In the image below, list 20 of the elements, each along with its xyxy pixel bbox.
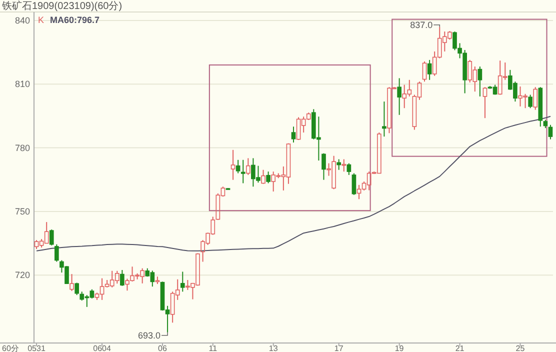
x-tick-label: 0604 xyxy=(93,344,112,352)
y-tick-label: 840 xyxy=(14,15,30,26)
x-tick-label: 0531 xyxy=(28,344,46,352)
annotation: 693.0 xyxy=(138,330,161,340)
x-tick-label: 11 xyxy=(208,344,218,352)
x-tick-label: 19 xyxy=(394,344,404,352)
text: MA60:796.7 xyxy=(50,15,100,25)
x-tick-label: 13 xyxy=(268,344,278,352)
x-tick-label: 17 xyxy=(334,344,344,352)
text: K xyxy=(38,15,44,25)
y-tick-label: 780 xyxy=(14,142,30,153)
text: 60分 xyxy=(2,344,19,352)
y-tick-label: 720 xyxy=(14,270,30,280)
x-tick-label: 25 xyxy=(516,344,526,352)
chart-title: 铁矿石1909(023109)(60分) xyxy=(1,0,122,12)
y-tick-label: 810 xyxy=(14,79,30,90)
x-tick-label: 06 xyxy=(158,344,168,352)
y-tick-label: 750 xyxy=(14,206,30,216)
x-tick-label: 21 xyxy=(455,344,465,352)
annotation: 837.0 xyxy=(410,20,433,30)
